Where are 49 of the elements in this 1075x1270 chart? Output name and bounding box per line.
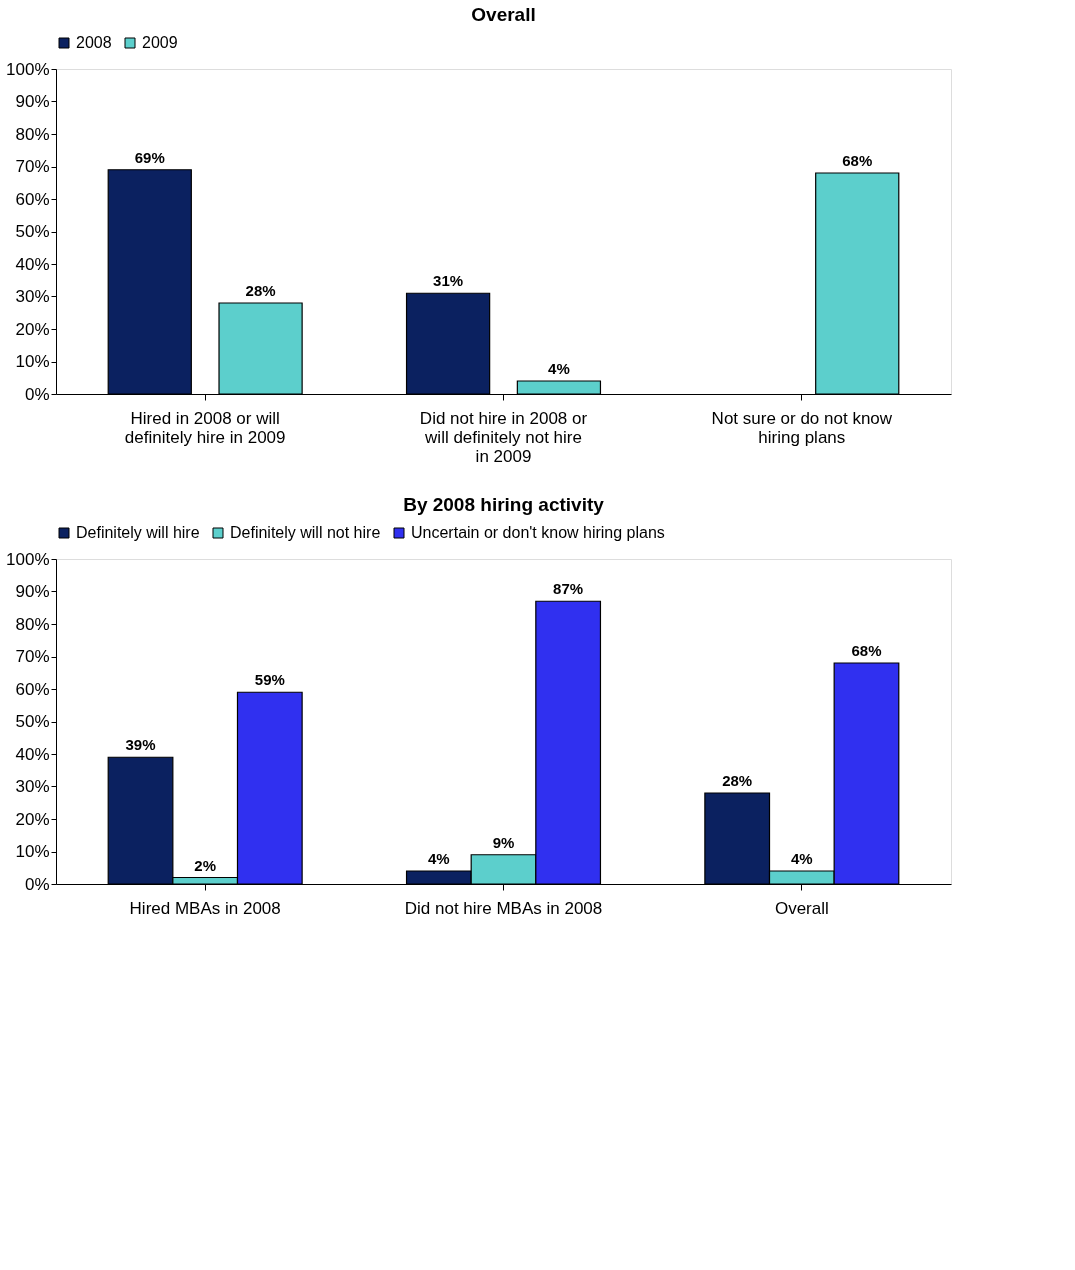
data-label: 4% <box>548 360 570 377</box>
x-tick-label: Did not hire in 2008 or will definitely not hire in 2009 <box>419 408 588 466</box>
x-tick-label: Hired in 2008 or will definitely hire in 2009 <box>124 408 286 447</box>
x-tick-label: Hired MBAs in 2008 <box>129 898 281 918</box>
x-tick-label: Overall <box>774 898 829 918</box>
y-tick-label: 100% <box>6 59 50 79</box>
y-tick-label: 70% <box>15 157 50 176</box>
y-tick-label: 10% <box>15 352 50 371</box>
legend-label: 2009 <box>142 34 178 51</box>
data-label: 4% <box>428 850 450 867</box>
y-tick-label: 90% <box>15 92 50 111</box>
x-tick-label: Did not hire MBAs in 2008 <box>404 898 603 918</box>
chart-title: Overall <box>471 4 536 25</box>
y-tick-label: 80% <box>15 124 50 144</box>
y-tick-label: 80% <box>15 614 50 634</box>
y-tick-label: 20% <box>15 319 50 339</box>
y-tick-label: 50% <box>15 222 50 241</box>
y-tick-label: 40% <box>15 254 50 274</box>
y-tick-label: 0% <box>24 874 50 894</box>
y-tick-label: 60% <box>15 189 50 209</box>
legend-label: Definitely will hire <box>76 524 200 541</box>
chart-title: By 2008 hiring activity <box>403 494 605 515</box>
legend-label: Definitely will not hire <box>230 524 381 541</box>
data-label: 68% <box>842 152 873 169</box>
data-label: 39% <box>125 736 156 754</box>
data-label: 9% <box>492 833 515 851</box>
y-tick-label: 0% <box>24 384 50 404</box>
y-tick-label: 50% <box>15 712 50 731</box>
data-label: 28% <box>245 282 276 299</box>
data-label: 4% <box>790 850 813 867</box>
x-tick-label: Not sure or do not know hiring plans <box>711 408 893 447</box>
y-tick-label: 70% <box>15 647 50 666</box>
data-label: 69% <box>134 148 165 166</box>
y-tick-label: 40% <box>15 744 50 764</box>
data-label: 87% <box>553 580 584 598</box>
y-tick-label: 60% <box>15 679 50 699</box>
data-label: 59% <box>254 671 285 689</box>
y-tick-label: 20% <box>15 809 50 829</box>
data-label: 2% <box>194 856 217 874</box>
y-tick-label: 30% <box>15 777 50 796</box>
y-tick-label: 100% <box>6 549 50 569</box>
y-tick-label: 30% <box>15 287 50 306</box>
y-tick-label: 10% <box>15 842 50 861</box>
data-label: 68% <box>851 642 882 659</box>
data-label: 28% <box>722 772 753 789</box>
legend-label: 2008 <box>76 34 112 51</box>
legend-label: Uncertain or don't know hiring plans <box>411 524 665 541</box>
data-label: 31% <box>433 272 464 290</box>
y-tick-label: 90% <box>15 582 50 601</box>
